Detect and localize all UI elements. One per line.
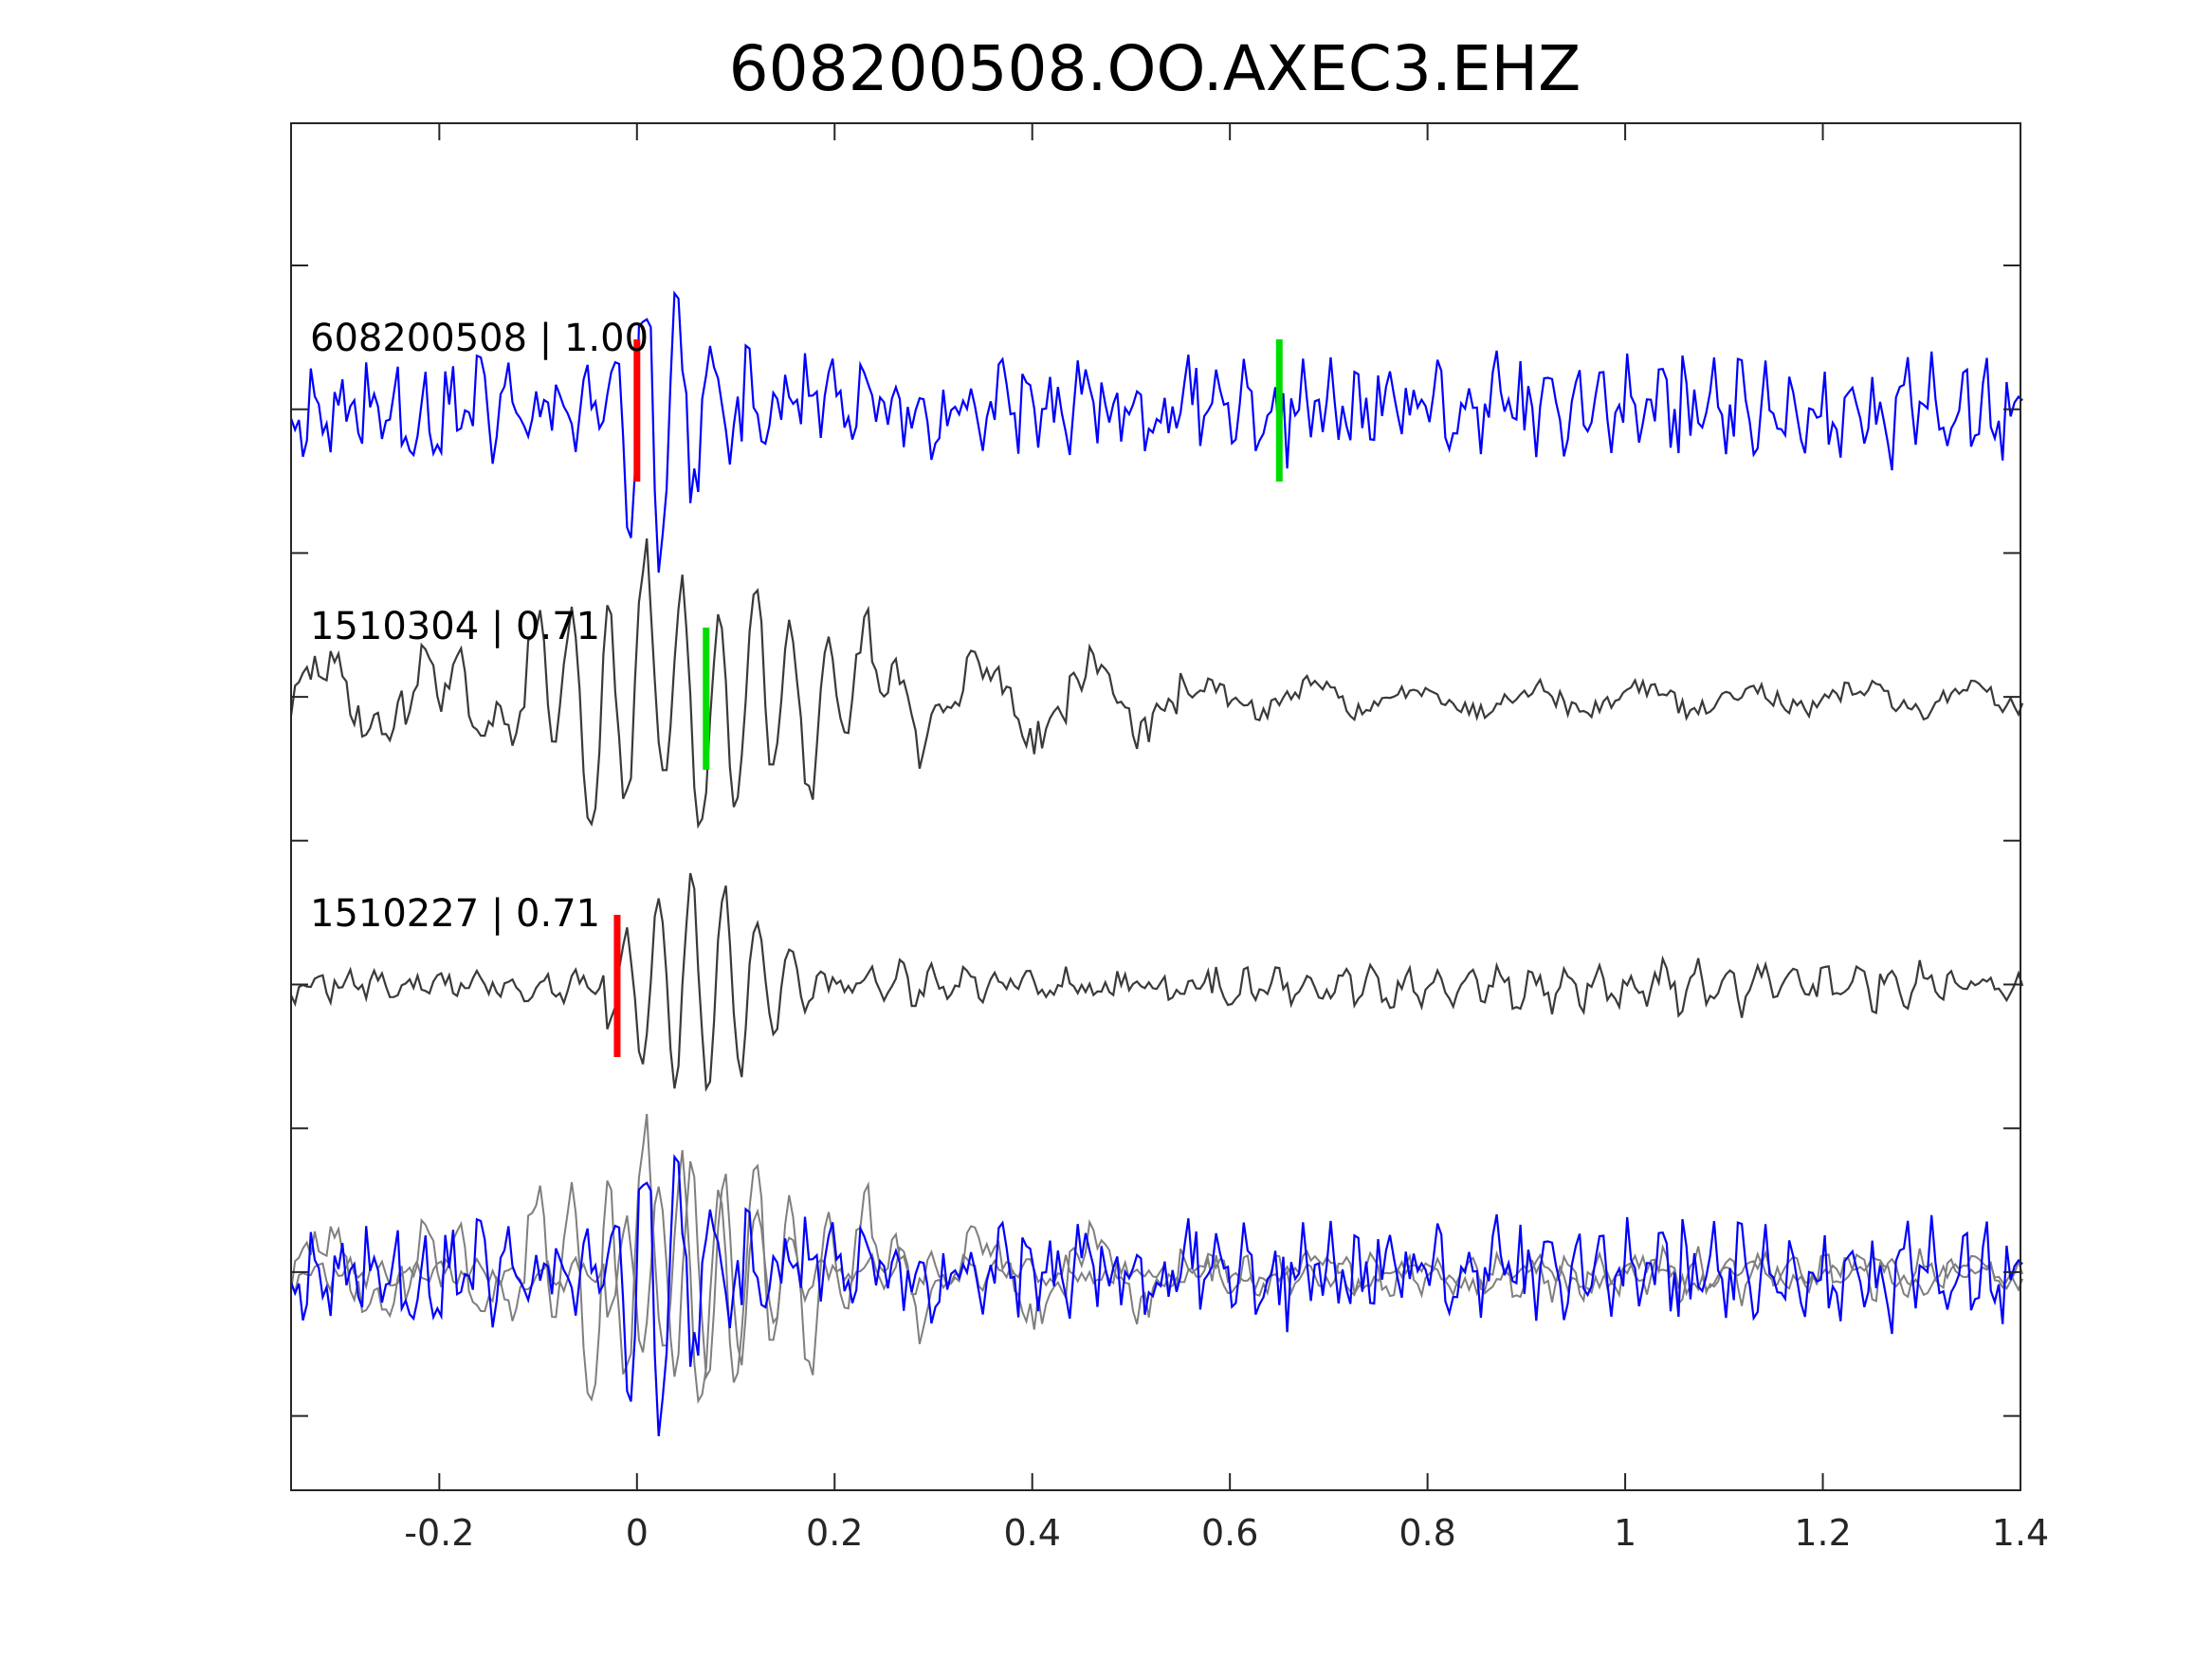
trace-label-608200508: 608200508 | 1.00 <box>310 317 649 360</box>
chart-title: 608200508.OO.AXEC3.EHZ <box>729 32 1581 105</box>
x-tick-label: 1 <box>1614 1512 1636 1554</box>
overlay-trace-608200508 <box>289 1154 2023 1437</box>
x-tick-label: 0.8 <box>1398 1512 1455 1554</box>
x-tick-label: 0.6 <box>1201 1512 1258 1554</box>
overlay-trace-1510304 <box>290 1113 2024 1405</box>
x-tick-labels: -0.2 0 0.2 0.4 0.6 0.8 1 1.2 1.4 <box>404 1512 2049 1554</box>
trace-1510227 <box>290 872 2024 1093</box>
overlay-traces <box>289 1113 2024 1437</box>
phase-picks <box>613 339 1283 1057</box>
x-tick-label: 1.4 <box>1992 1512 2049 1554</box>
trace-label-1510304: 1510304 | 0.71 <box>310 605 600 648</box>
axis-ticks <box>291 123 2021 1490</box>
trace-label-1510227: 1510227 | 0.71 <box>310 892 600 936</box>
waveform-traces <box>289 290 2024 1093</box>
overlay-trace-1510227 <box>290 1160 2024 1380</box>
plot-frame <box>290 122 2021 1491</box>
x-tick-label: 0.4 <box>1003 1512 1060 1554</box>
trace-608200508 <box>289 290 2023 574</box>
x-tick-label: 1.2 <box>1794 1512 1851 1554</box>
x-tick-label: 0 <box>626 1512 649 1554</box>
trace-labels: 608200508 | 1.00 1510304 | 0.71 1510227 | … <box>310 317 649 936</box>
x-tick-label: 0.2 <box>806 1512 863 1554</box>
trace-1510304 <box>289 538 2024 830</box>
x-tick-label: -0.2 <box>404 1512 474 1554</box>
